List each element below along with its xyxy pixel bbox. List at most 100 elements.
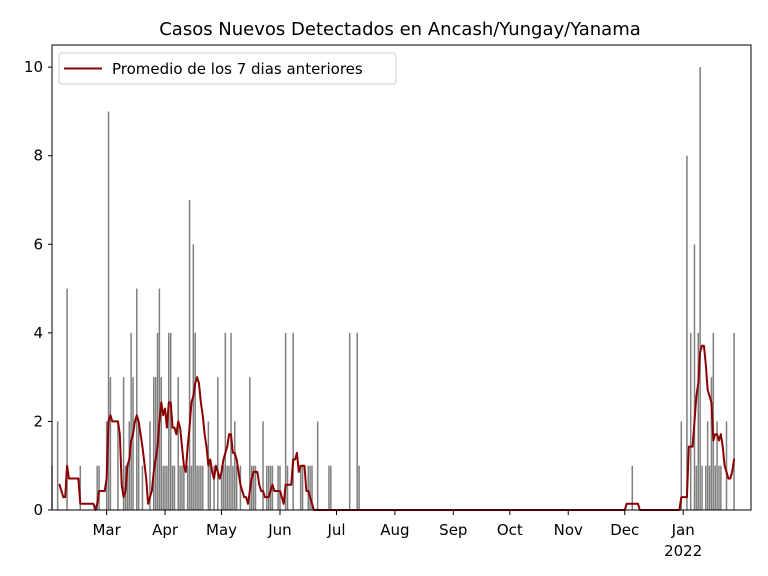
x-tick-label: May — [206, 521, 237, 539]
bar — [132, 377, 134, 510]
bar — [149, 421, 151, 510]
bar — [169, 332, 172, 510]
bar — [356, 332, 358, 510]
bar — [252, 465, 255, 510]
bar — [286, 465, 289, 510]
bar — [299, 465, 302, 510]
bar — [209, 465, 212, 510]
bar — [725, 421, 728, 510]
bar — [249, 377, 251, 510]
bar — [714, 465, 716, 510]
bar — [266, 465, 268, 510]
bar — [130, 332, 132, 510]
bar — [307, 465, 309, 510]
bar — [160, 377, 163, 510]
bar — [158, 288, 161, 510]
x-tick-label: Aug — [380, 521, 409, 539]
x-tick-label: Apr — [152, 521, 179, 539]
bar — [267, 465, 270, 510]
bar — [230, 332, 232, 510]
series-line — [58, 344, 736, 511]
x-tick-label: Mar — [92, 521, 121, 539]
bar — [171, 465, 174, 510]
x-tick-label: Jun — [267, 521, 291, 539]
bar — [186, 465, 189, 510]
bar — [697, 332, 699, 510]
bar — [177, 377, 179, 510]
bar — [292, 332, 294, 510]
bar — [686, 155, 688, 510]
bar — [166, 465, 168, 510]
bar — [277, 465, 279, 510]
bar — [222, 465, 225, 510]
bar — [284, 332, 287, 510]
bar — [201, 465, 204, 510]
bar — [181, 465, 183, 510]
bar — [98, 465, 100, 510]
bar — [156, 332, 159, 510]
bar — [122, 377, 125, 510]
line-layer — [58, 344, 736, 511]
bar — [710, 377, 713, 510]
x-tick-label: Jul — [326, 521, 345, 539]
bar — [358, 465, 360, 510]
bar — [190, 465, 193, 510]
bar — [200, 465, 202, 510]
y-tick-label: 4 — [33, 324, 43, 342]
bar — [699, 67, 701, 510]
bar — [192, 244, 195, 511]
x-tick-label: Sep — [439, 521, 467, 539]
bar — [56, 421, 59, 510]
bar — [348, 332, 351, 510]
bar — [701, 465, 703, 510]
chart-title: Casos Nuevos Detectados en Ancash/Yungay… — [159, 19, 641, 40]
bar — [718, 465, 720, 510]
bar — [136, 288, 138, 510]
bar — [316, 421, 319, 510]
bar — [309, 465, 311, 510]
bar — [279, 465, 281, 510]
bar — [733, 332, 735, 510]
bars-layer — [51, 67, 735, 511]
legend-label: Promedio de los 7 dias anteriores — [112, 60, 363, 78]
bar — [705, 465, 707, 510]
bar — [680, 421, 683, 510]
bar — [109, 377, 112, 510]
bar — [188, 200, 191, 510]
bar — [706, 421, 709, 510]
x-tick-label: Dec — [610, 521, 639, 539]
bar — [330, 465, 332, 510]
bar — [152, 377, 155, 510]
legend: Promedio de los 7 dias anteriores — [58, 52, 397, 85]
bar — [164, 465, 166, 510]
bar — [716, 421, 718, 510]
bar — [96, 465, 98, 510]
bar — [254, 465, 257, 510]
bar — [328, 465, 330, 510]
bar — [708, 465, 711, 510]
bar — [179, 465, 181, 510]
bar — [137, 421, 140, 510]
x-tick-label: Nov — [554, 521, 583, 539]
bar — [117, 421, 119, 510]
x-tick-sublabel: 2022 — [664, 542, 702, 560]
legend-frame — [58, 52, 397, 85]
bar — [79, 465, 82, 510]
bar — [235, 465, 238, 510]
bar — [689, 332, 692, 510]
bar — [183, 465, 185, 510]
plot-frame — [51, 44, 752, 511]
bar — [107, 111, 110, 511]
bar — [695, 465, 698, 510]
bar — [262, 421, 264, 510]
y-tick-label: 8 — [33, 147, 43, 165]
bar — [128, 421, 130, 510]
bar — [162, 465, 164, 510]
y-tick-label: 10 — [24, 58, 43, 76]
x-tick-label: Oct — [497, 521, 523, 539]
bar — [311, 465, 313, 510]
y-tick-label: 0 — [33, 501, 43, 519]
bar — [196, 465, 198, 510]
